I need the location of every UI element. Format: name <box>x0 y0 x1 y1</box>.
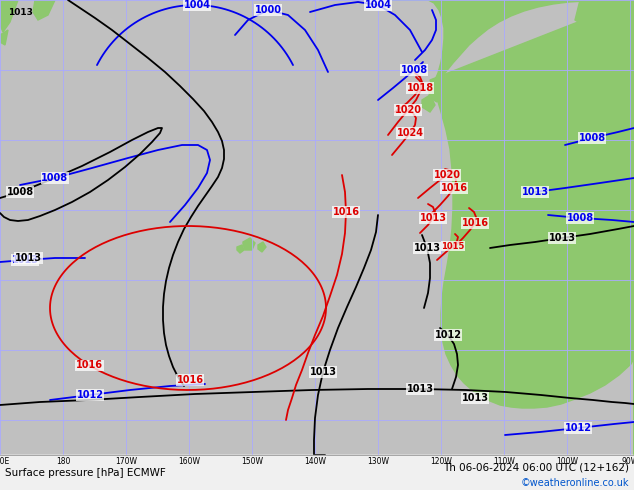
Text: 100W: 100W <box>556 457 578 466</box>
Polygon shape <box>422 95 435 112</box>
Polygon shape <box>33 0 55 20</box>
Text: 1012: 1012 <box>564 423 592 433</box>
Polygon shape <box>428 83 440 102</box>
Text: 1000: 1000 <box>254 5 281 15</box>
Text: 90W: 90W <box>621 457 634 466</box>
Text: 170W: 170W <box>115 457 137 466</box>
Polygon shape <box>575 0 634 35</box>
Text: 180: 180 <box>56 457 70 466</box>
Text: 1013: 1013 <box>406 384 434 394</box>
Text: 1013: 1013 <box>522 187 548 197</box>
Text: 1013: 1013 <box>309 367 337 377</box>
Text: 1024: 1024 <box>396 128 424 138</box>
Polygon shape <box>243 238 255 250</box>
Text: 1016: 1016 <box>462 218 489 228</box>
Polygon shape <box>430 0 634 455</box>
Polygon shape <box>380 0 634 90</box>
Text: Th 06-06-2024 06:00 UTC (12+162): Th 06-06-2024 06:00 UTC (12+162) <box>443 462 629 472</box>
Text: 1004: 1004 <box>184 0 210 10</box>
Text: 1008: 1008 <box>6 187 34 197</box>
Text: 1008: 1008 <box>566 213 593 223</box>
Text: 1004: 1004 <box>365 0 392 10</box>
Text: 1016: 1016 <box>176 375 204 385</box>
Text: 110W: 110W <box>493 457 515 466</box>
Text: 1008: 1008 <box>41 173 68 183</box>
Polygon shape <box>0 455 634 490</box>
Text: 130W: 130W <box>367 457 389 466</box>
Text: 1008: 1008 <box>578 133 605 143</box>
Text: 1013: 1013 <box>462 393 489 403</box>
Text: ©weatheronline.co.uk: ©weatheronline.co.uk <box>521 478 629 488</box>
Text: 1016: 1016 <box>76 360 103 370</box>
Text: 1013: 1013 <box>8 8 33 17</box>
Polygon shape <box>0 0 634 455</box>
Polygon shape <box>258 242 266 252</box>
Text: 1012: 1012 <box>77 390 103 400</box>
Text: 170E: 170E <box>0 457 10 466</box>
Text: 1012: 1012 <box>434 330 462 340</box>
Text: 1016: 1016 <box>332 207 359 217</box>
Text: 1013: 1013 <box>11 255 39 265</box>
Polygon shape <box>0 0 18 32</box>
Text: 1020: 1020 <box>434 170 460 180</box>
Text: 140W: 140W <box>304 457 326 466</box>
Polygon shape <box>0 30 8 45</box>
Text: 1018: 1018 <box>406 83 434 93</box>
Text: 1020: 1020 <box>394 105 422 115</box>
Text: 1013: 1013 <box>413 243 441 253</box>
Polygon shape <box>237 245 244 253</box>
Text: 1013: 1013 <box>15 253 42 263</box>
Text: 150W: 150W <box>241 457 263 466</box>
Text: 120W: 120W <box>430 457 452 466</box>
Polygon shape <box>0 455 634 490</box>
Text: 1016: 1016 <box>441 183 467 193</box>
Text: 160W: 160W <box>178 457 200 466</box>
Text: Surface pressure [hPa] ECMWF: Surface pressure [hPa] ECMWF <box>5 468 165 478</box>
Text: 1013: 1013 <box>420 213 446 223</box>
Text: 1008: 1008 <box>401 65 427 75</box>
Text: 1015: 1015 <box>441 242 465 250</box>
Text: 1013: 1013 <box>548 233 576 243</box>
